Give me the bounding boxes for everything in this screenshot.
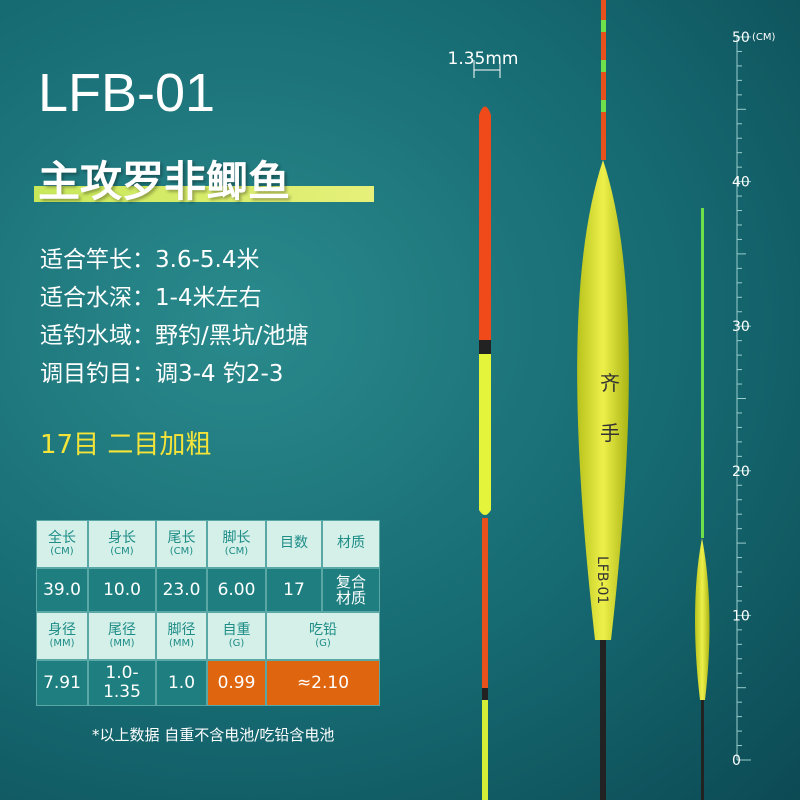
- header-name: 脚径: [167, 621, 196, 638]
- cell-value: ≈2.10: [296, 672, 350, 693]
- header-unit: (MM): [168, 638, 195, 650]
- title: LFB-01: [38, 63, 216, 123]
- spec-line: 适合竿长：3.6-5.4米: [40, 247, 260, 273]
- header-unit: (CM): [169, 546, 194, 558]
- float-mark: 齐: [600, 371, 620, 395]
- ruler: (CM) 0 10 20 30 40 50: [732, 30, 776, 769]
- value-cell: 17: [266, 568, 322, 612]
- spec-line: 适合水深：1-4米左右: [40, 285, 262, 311]
- header-unit: (MM): [109, 638, 135, 650]
- spec-line: 适钓水域：野钓/黑坑/池塘: [40, 323, 309, 349]
- value-cell: 1.0-1.35: [88, 660, 156, 706]
- spec-line: 调目钓目：调3-4 钓2-3: [40, 361, 284, 387]
- cell-value: 39.0: [43, 579, 81, 600]
- header-cell: 目数: [266, 520, 322, 568]
- ruler-label: 10: [732, 608, 750, 624]
- header-cell: 身径 (MM): [36, 612, 88, 660]
- header-unit: (CM): [50, 546, 74, 558]
- float-main: 齐 手 LFB-01: [577, 0, 629, 800]
- header-cell: 尾径 (MM): [88, 612, 156, 660]
- header-name: 材质: [337, 535, 365, 552]
- header-name: 身径: [48, 621, 76, 638]
- cell-value: 6.00: [217, 579, 256, 600]
- header-name: 吃铅: [309, 621, 337, 638]
- float-small: [695, 208, 710, 800]
- subtitle: 主攻罗非鲫鱼: [38, 157, 291, 206]
- float-mark: 手: [600, 421, 620, 445]
- value-cell: ≈2.10: [266, 660, 380, 706]
- header-cell: 自重 (G): [207, 612, 266, 660]
- highlight: 17目 二目加粗: [40, 430, 212, 460]
- ruler-label: 50: [732, 30, 750, 46]
- cell-value: 23.0: [162, 579, 201, 600]
- value-cell: 10.0: [88, 568, 156, 612]
- header-cell: 脚径 (MM): [156, 612, 207, 660]
- value-cell: 1.0: [156, 660, 207, 706]
- ruler-label: 30: [732, 319, 750, 335]
- header-unit: (MM): [49, 638, 75, 650]
- value-cell: 7.91: [36, 660, 88, 706]
- header-name: 自重: [222, 621, 251, 638]
- header-unit: (G): [315, 638, 331, 650]
- value-cell: 0.99: [207, 660, 266, 706]
- cell-value: 7.91: [43, 672, 81, 693]
- value-cell: 6.00: [207, 568, 266, 612]
- header-cell: 尾长 (CM): [156, 520, 207, 568]
- cell-value: 1.0-1.35: [103, 663, 141, 702]
- ruler-label: 40: [732, 175, 750, 191]
- header-cell: 全长 (CM): [36, 520, 88, 568]
- header-unit: (CM): [224, 546, 249, 558]
- header-cell: 吃铅 (G): [266, 612, 380, 660]
- header-cell: 材质: [322, 520, 380, 568]
- header-name: 尾径: [108, 621, 136, 638]
- float-large: [479, 106, 491, 800]
- header-unit: (CM): [110, 546, 134, 558]
- cell-value: 0.99: [217, 672, 256, 693]
- header-name: 尾长: [167, 529, 196, 546]
- tip-width: 1.35mm: [448, 49, 519, 69]
- header-name: 脚长: [222, 529, 251, 546]
- highlight-bar: [34, 186, 374, 202]
- ruler-label: 20: [732, 464, 750, 480]
- cell-value: 17: [283, 579, 305, 600]
- header-name: 身长: [108, 529, 136, 546]
- header-unit: (G): [228, 638, 245, 650]
- cell-value: 1.0: [167, 672, 196, 693]
- value-cell: 39.0: [36, 568, 88, 612]
- ruler-label: 0: [732, 753, 741, 769]
- value-cell: 23.0: [156, 568, 207, 612]
- header-name: 全长: [48, 529, 76, 546]
- header-name: 目数: [280, 535, 308, 552]
- footnote: *以上数据 自重不含电池/吃铅含电池: [92, 726, 335, 744]
- value-cell: 复合材质: [322, 568, 380, 612]
- cell-value: 复合材质: [335, 572, 366, 607]
- float-label: LFB-01: [594, 556, 610, 604]
- header-cell: 脚长 (CM): [207, 520, 266, 568]
- ruler-unit: (CM): [752, 32, 776, 43]
- header-cell: 身长 (CM): [88, 520, 156, 568]
- cell-value: 10.0: [103, 579, 141, 600]
